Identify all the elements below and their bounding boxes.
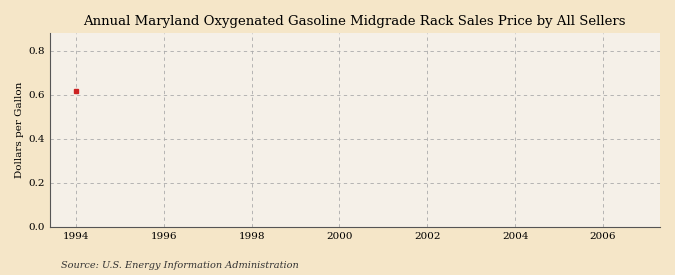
Title: Annual Maryland Oxygenated Gasoline Midgrade Rack Sales Price by All Sellers: Annual Maryland Oxygenated Gasoline Midg…: [84, 15, 626, 28]
Y-axis label: Dollars per Gallon: Dollars per Gallon: [15, 82, 24, 178]
Text: Source: U.S. Energy Information Administration: Source: U.S. Energy Information Administ…: [61, 261, 298, 270]
